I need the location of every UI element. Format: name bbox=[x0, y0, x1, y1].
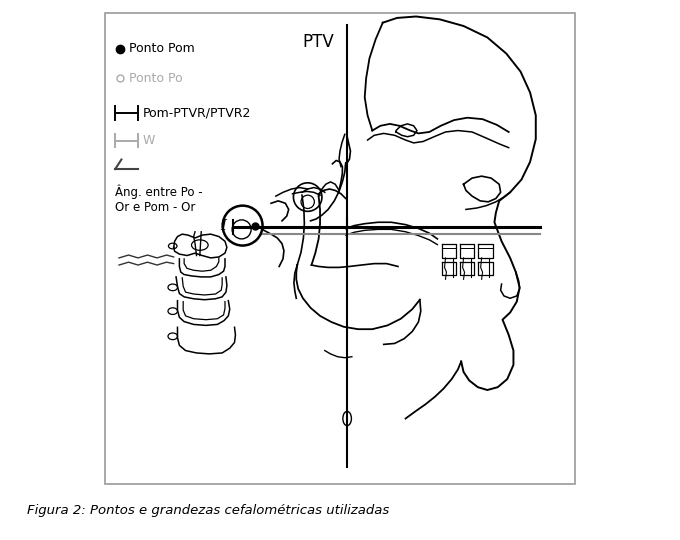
Text: Ponto Po: Ponto Po bbox=[129, 72, 182, 85]
FancyBboxPatch shape bbox=[105, 13, 575, 484]
Text: PTV: PTV bbox=[303, 33, 335, 51]
Text: Figura 2: Pontos e grandezas cefalométricas utilizadas: Figura 2: Pontos e grandezas cefalométri… bbox=[27, 504, 390, 517]
Text: Âng. entre Po -: Âng. entre Po - bbox=[115, 185, 203, 199]
Text: Ponto Pom: Ponto Pom bbox=[129, 42, 194, 55]
Circle shape bbox=[222, 206, 262, 246]
Text: Or e Pom - Or: Or e Pom - Or bbox=[115, 200, 196, 213]
Text: W: W bbox=[143, 134, 155, 147]
Text: I: I bbox=[220, 219, 226, 233]
Text: Pom-PTVR/PTVR2: Pom-PTVR/PTVR2 bbox=[143, 106, 251, 119]
